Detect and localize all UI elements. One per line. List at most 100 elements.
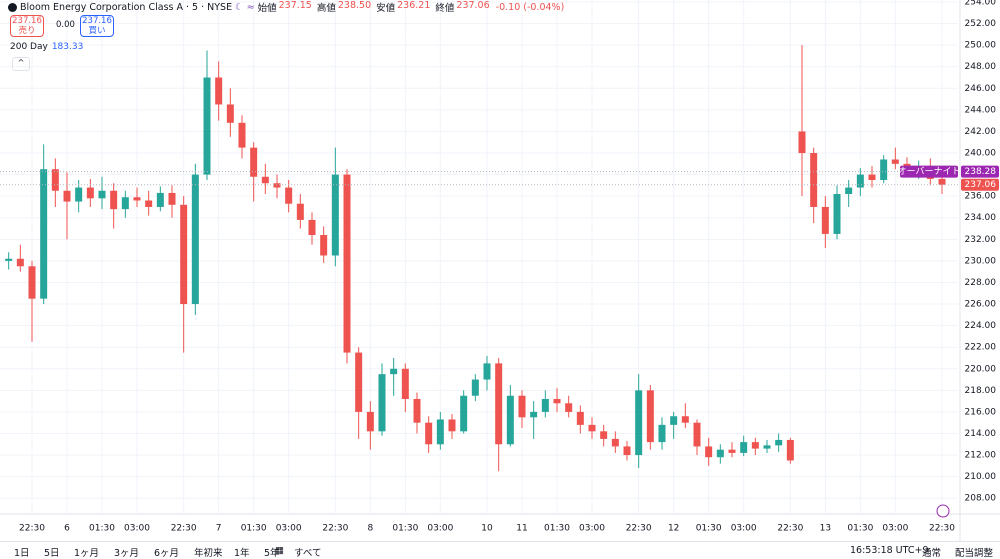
candle-body <box>845 187 853 195</box>
candle-body <box>378 374 386 432</box>
x-tick-label: 22:30 <box>171 524 197 534</box>
price-tag-name-bg <box>900 165 958 178</box>
y-tick-label: 220.00 <box>965 364 997 374</box>
candle-body <box>705 446 713 458</box>
candle-body <box>355 352 363 412</box>
x-tick-label: 13 <box>820 524 831 534</box>
candle-body <box>5 258 13 261</box>
range-button[interactable]: 1ヶ月 <box>74 548 100 559</box>
price-tag <box>961 165 999 178</box>
chart-title: Bloom Energy Corporation Class A · 5 · N… <box>20 1 233 13</box>
y-tick-label: 208.00 <box>965 494 997 504</box>
candle-body <box>600 431 608 439</box>
candle-body <box>40 169 48 299</box>
candle-body <box>588 424 596 432</box>
range-button[interactable]: 1日 <box>14 548 30 559</box>
candle-body <box>798 131 806 154</box>
candle-body <box>121 197 129 210</box>
candle-body <box>751 442 759 449</box>
header: Bloom Energy Corporation Class A · 5 · N… <box>8 0 564 14</box>
candle-body <box>658 424 666 443</box>
sell-price: 237.16 <box>12 16 42 26</box>
y-tick-label: 232.00 <box>965 235 997 245</box>
ohlc-value: 236.21 <box>397 0 431 11</box>
y-tick-label: 236.00 <box>965 192 997 202</box>
candle-body <box>63 190 71 202</box>
ohlc-value: 238.50 <box>337 0 372 11</box>
candle-body <box>180 204 188 305</box>
range-button[interactable]: 1年 <box>234 548 250 559</box>
x-tick-label: 8 <box>367 524 373 534</box>
buy-label: 買い <box>88 26 106 36</box>
candle-body <box>868 174 876 180</box>
candle-body <box>191 174 199 305</box>
indicator-name: 200 Day <box>10 42 48 52</box>
x-tick-label: 03:00 <box>579 524 605 534</box>
candle-body <box>565 403 573 412</box>
candle-body <box>250 147 258 177</box>
candle-body <box>331 174 339 256</box>
y-tick-label: 246.00 <box>965 84 997 94</box>
y-tick-label: 212.00 <box>965 451 997 461</box>
range-button[interactable]: 5年 <box>264 548 280 559</box>
candle-body <box>681 416 689 423</box>
candle-body <box>133 197 141 201</box>
toolbar: ▦ 16:53:18 UTC+9 通常 配当調整 1日 5日 1ヶ月 3ヶ月 6ヶ月 年初… <box>0 541 1000 559</box>
candle-body <box>891 159 899 164</box>
x-tick-label: 03:00 <box>276 524 302 534</box>
x-tick-label: 22:30 <box>929 524 955 534</box>
candle-body <box>623 446 631 456</box>
candle-body <box>856 174 864 188</box>
range-button[interactable]: 年初来 <box>194 548 223 559</box>
collapse-button[interactable]: ^ <box>12 57 30 71</box>
session[interactable]: 通常 <box>922 548 942 559</box>
x-tick-label: 03:00 <box>731 524 757 534</box>
y-tick-label: 252.00 <box>965 19 997 29</box>
candle-body <box>215 77 223 105</box>
candle-body <box>390 368 398 375</box>
y-tick-label: 244.00 <box>965 105 997 115</box>
candle-body <box>530 411 538 418</box>
candle-body <box>86 187 94 199</box>
x-tick-label: 01:30 <box>392 524 418 534</box>
candle-body <box>203 77 211 175</box>
calendar-icon[interactable]: ▦ <box>275 545 284 556</box>
candle-body <box>226 104 234 123</box>
x-tick-label: 11 <box>516 524 527 534</box>
candle-body <box>343 174 351 353</box>
candle-body <box>296 203 304 220</box>
x-tick-label: 01:30 <box>544 524 570 534</box>
candle-body <box>810 153 818 207</box>
price-tag-value: 238.28 <box>965 167 997 177</box>
x-tick-label: 01:30 <box>241 524 267 534</box>
adjust[interactable]: 配当調整 <box>955 548 994 559</box>
candle-body <box>716 449 724 458</box>
x-tick-label: 03:00 <box>124 524 150 534</box>
y-tick-label: 248.00 <box>965 62 997 72</box>
range-button[interactable]: 3ヶ月 <box>114 548 140 559</box>
candle-body <box>16 258 24 267</box>
y-tick-label: 234.00 <box>965 213 997 223</box>
candle-body <box>775 439 783 446</box>
candle-body <box>670 416 678 425</box>
logo <box>8 2 17 12</box>
candle-body <box>168 192 176 205</box>
candle-body <box>495 363 503 445</box>
x-tick-label: 01:30 <box>847 524 873 534</box>
candle-body <box>460 395 468 432</box>
x-tick-label: 22:30 <box>777 524 803 534</box>
range-button[interactable]: すべて <box>294 548 322 559</box>
ohlc-label: 安値 <box>376 3 396 14</box>
buy-button[interactable]: 237.16 買い <box>80 15 114 37</box>
y-tick-label: 228.00 <box>965 278 997 288</box>
range-button[interactable]: 5日 <box>44 548 60 559</box>
range-button[interactable]: 6ヶ月 <box>154 548 180 559</box>
candle-body <box>576 411 584 425</box>
indicator: 200 Day 183.33 <box>10 42 83 52</box>
x-tick-label: 7 <box>216 524 222 534</box>
candle-body <box>320 235 328 256</box>
sell-button[interactable]: 237.16 売り <box>10 15 44 37</box>
candle-body <box>366 411 374 432</box>
x-tick-label: 01:30 <box>696 524 722 534</box>
